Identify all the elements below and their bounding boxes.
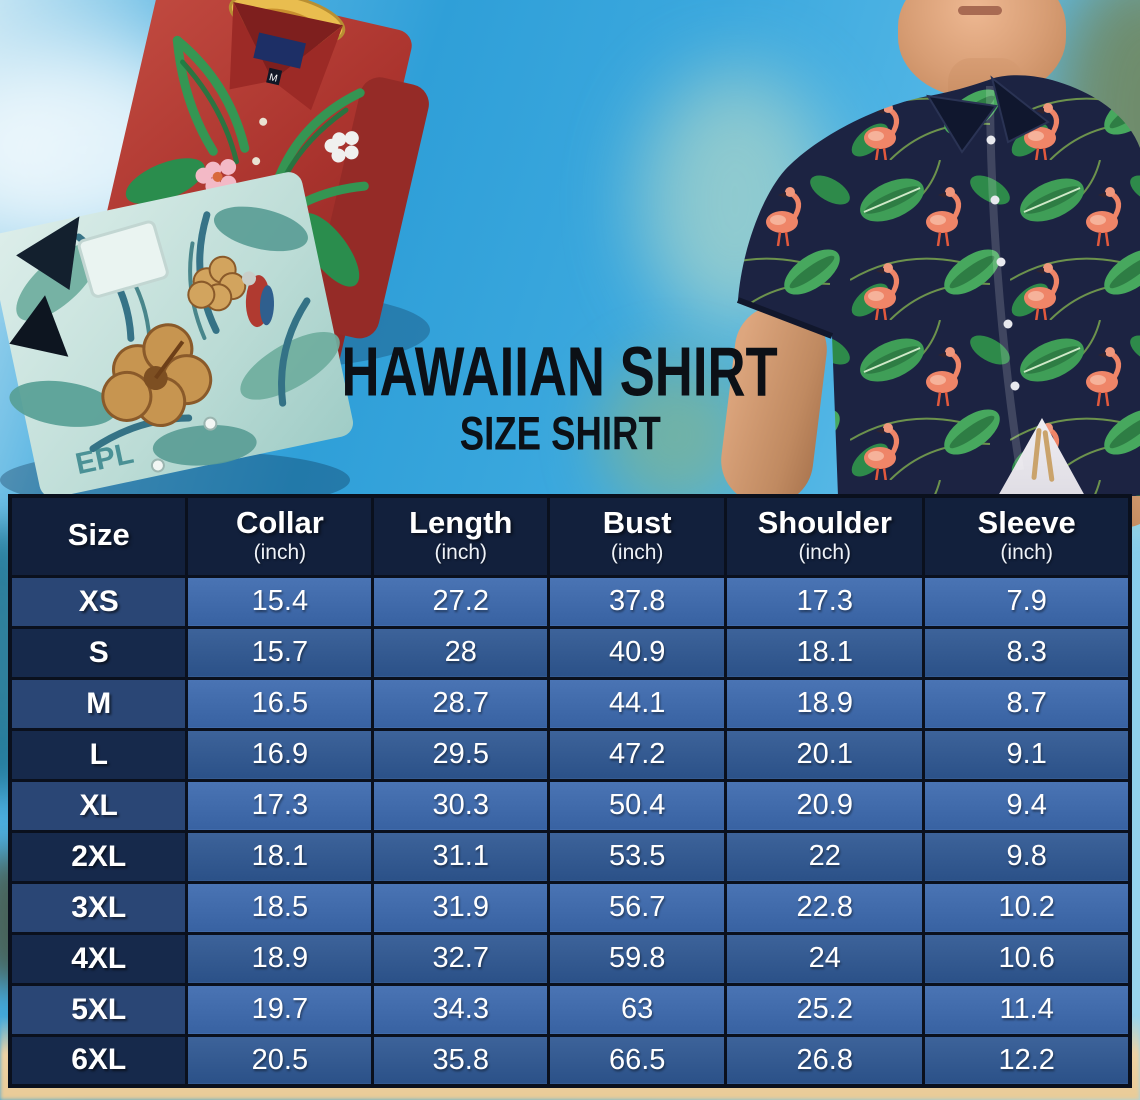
value-cell: 18.9 — [724, 676, 926, 731]
size-cell: 5XL — [8, 982, 189, 1037]
page-subtitle: SIZE SHIRT — [459, 407, 661, 461]
model-shirt-body — [738, 75, 1140, 496]
value-cell: 9.4 — [922, 778, 1132, 833]
value-cell: 9.8 — [922, 829, 1132, 884]
value-cell: 8.3 — [922, 625, 1132, 680]
table-row-5xl: 5XL 19.7 34.3 63 25.2 11.4 — [8, 982, 1132, 1037]
value-cell: 10.2 — [922, 880, 1132, 935]
value-cell: 17.3 — [724, 574, 926, 629]
parrot-icon — [242, 271, 275, 328]
value-cell: 50.4 — [547, 778, 728, 833]
value-cell: 11.4 — [922, 982, 1132, 1037]
column-header-sleeve: Sleeve (inch) — [922, 494, 1132, 578]
value-cell: 18.5 — [185, 880, 375, 935]
title-block: HAWAIIAN SHIRT SIZE SHIRT — [300, 338, 820, 461]
table-row-xl: XL 17.3 30.3 50.4 20.9 9.4 — [8, 778, 1132, 833]
value-cell: 40.9 — [547, 625, 728, 680]
size-cell: XS — [8, 574, 189, 629]
value-cell: 31.1 — [371, 829, 551, 884]
model-photo — [690, 0, 1140, 540]
value-cell: 29.5 — [371, 727, 551, 782]
column-header-bust: Bust (inch) — [547, 494, 728, 578]
table-row-2xl: 2XL 18.1 31.1 53.5 22 9.8 — [8, 829, 1132, 884]
shirt-buttons — [986, 135, 1020, 391]
value-cell: 27.2 — [371, 574, 551, 629]
size-cell: XL — [8, 778, 189, 833]
header-row: Size Collar (inch) Length (inch) Bust (i… — [8, 494, 1132, 578]
size-cell: 2XL — [8, 829, 189, 884]
value-cell: 20.1 — [724, 727, 926, 782]
value-cell: 56.7 — [547, 880, 728, 935]
value-cell: 15.7 — [185, 625, 375, 680]
value-cell: 8.7 — [922, 676, 1132, 731]
value-cell: 28 — [371, 625, 551, 680]
table-row-3xl: 3XL 18.5 31.9 56.7 22.8 10.2 — [8, 880, 1132, 935]
table-row-4xl: 4XL 18.9 32.7 59.8 24 10.6 — [8, 931, 1132, 986]
shirt-inner-label — [253, 32, 306, 69]
value-cell: 16.9 — [185, 727, 375, 782]
value-cell: 32.7 — [371, 931, 551, 986]
value-cell: 22.8 — [724, 880, 926, 935]
column-header-collar: Collar (inch) — [185, 494, 375, 578]
size-cell: S — [8, 625, 189, 680]
column-header-length: Length (inch) — [371, 494, 551, 578]
value-cell: 30.3 — [371, 778, 551, 833]
size-cell: 6XL — [8, 1033, 189, 1088]
shirt-collar — [16, 216, 80, 291]
table-row-m: M 16.5 28.7 44.1 18.9 8.7 — [8, 676, 1132, 731]
size-cell: 4XL — [8, 931, 189, 986]
value-cell: 59.8 — [547, 931, 728, 986]
model-shirt-collar — [926, 94, 998, 154]
value-cell: 28.7 — [371, 676, 551, 731]
value-cell: 37.8 — [547, 574, 728, 629]
value-cell: 63 — [547, 982, 728, 1037]
value-cell: 19.7 — [185, 982, 375, 1037]
value-cell: 34.3 — [371, 982, 551, 1037]
value-cell: 44.1 — [547, 676, 728, 731]
size-cell: 3XL — [8, 880, 189, 935]
model-mouth — [958, 6, 1002, 15]
value-cell: 10.6 — [922, 931, 1132, 986]
table-row-s: S 15.7 28 40.9 18.1 8.3 — [8, 625, 1132, 680]
value-cell: 31.9 — [371, 880, 551, 935]
size-cell: L — [8, 727, 189, 782]
value-cell: 22 — [724, 829, 926, 884]
value-cell: 26.8 — [724, 1033, 926, 1088]
value-cell: 15.4 — [185, 574, 375, 629]
page-title: HAWAIIAN SHIRT — [341, 333, 779, 412]
value-cell: 18.1 — [185, 829, 375, 884]
value-cell: 20.9 — [724, 778, 926, 833]
value-cell: 12.2 — [922, 1033, 1132, 1088]
value-cell: 24 — [724, 931, 926, 986]
value-cell: 47.2 — [547, 727, 728, 782]
hibiscus-icon — [101, 255, 247, 428]
folded-shirts-photo: M — [0, 0, 430, 510]
shirt-pocket — [77, 220, 169, 298]
model-shirt — [736, 75, 1140, 496]
value-cell: 35.8 — [371, 1033, 551, 1088]
value-cell: 25.2 — [724, 982, 926, 1037]
value-cell: 7.9 — [922, 574, 1132, 629]
value-cell: 18.1 — [724, 625, 926, 680]
value-cell: 66.5 — [547, 1033, 728, 1088]
column-header-size: Size — [8, 494, 189, 578]
table-row-l: L 16.9 29.5 47.2 20.1 9.1 — [8, 727, 1132, 782]
size-chart-table: Size Collar (inch) Length (inch) Bust (i… — [8, 494, 1132, 1088]
value-cell: 53.5 — [547, 829, 728, 884]
teal-hawaiian-shirt: EPL — [0, 172, 354, 510]
table-row-xs: XS 15.4 27.2 37.8 17.3 7.9 — [8, 574, 1132, 629]
value-cell: 20.5 — [185, 1033, 375, 1088]
table-row-6xl: 6XL 20.5 35.8 66.5 26.8 12.2 — [8, 1033, 1132, 1088]
value-cell: 17.3 — [185, 778, 375, 833]
red-shirt-size-tag: M — [268, 72, 279, 85]
column-header-shoulder: Shoulder (inch) — [724, 494, 926, 578]
value-cell: 18.9 — [185, 931, 375, 986]
value-cell: 9.1 — [922, 727, 1132, 782]
size-cell: M — [8, 676, 189, 731]
value-cell: 16.5 — [185, 676, 375, 731]
